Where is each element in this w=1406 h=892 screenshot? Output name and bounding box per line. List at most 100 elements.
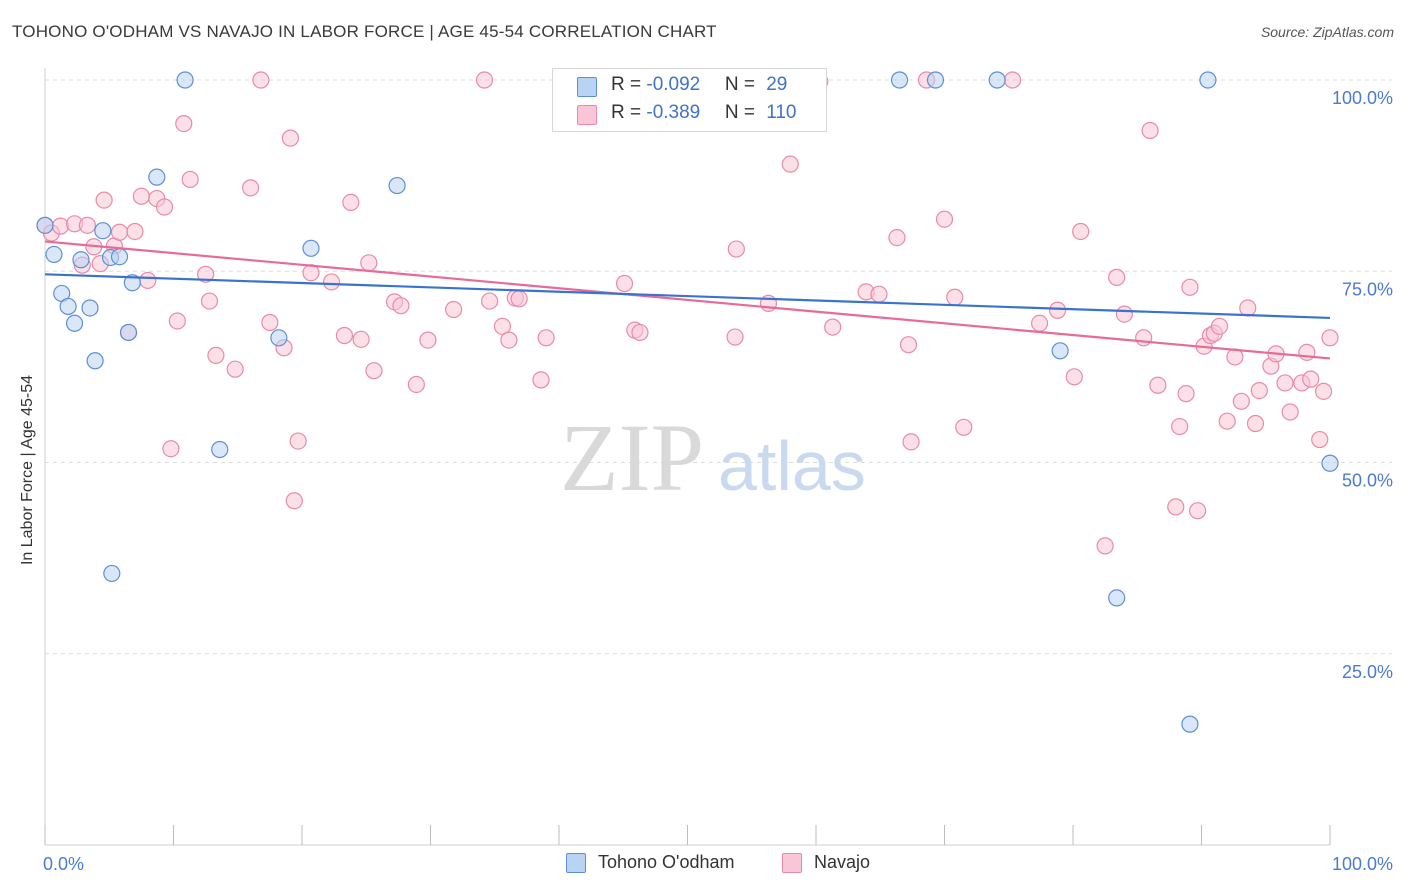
- x-tick-label: 0.0%: [43, 854, 84, 874]
- r-value: -0.092: [646, 74, 701, 95]
- navajo-point: [955, 418, 973, 436]
- navajo-point: [181, 170, 199, 189]
- n-label: N =: [724, 102, 761, 123]
- navajo-point: [95, 191, 113, 209]
- navajo-point: [51, 217, 70, 235]
- tohono-point: [211, 440, 229, 459]
- legend-label-navajo: Navajo: [814, 852, 871, 872]
- navajo-point: [1210, 317, 1229, 335]
- navajo-point: [510, 290, 528, 308]
- navajo-point: [139, 271, 157, 290]
- navajo-point: [445, 300, 463, 319]
- navajo-point: [727, 240, 745, 258]
- navajo-point: [252, 71, 270, 89]
- navajo-point: [162, 440, 180, 458]
- navajo-point: [242, 179, 260, 197]
- navajo-point: [335, 326, 354, 345]
- navajo-point: [537, 329, 555, 347]
- stats-row-tohono: R = -0.092 N = 29: [553, 72, 826, 100]
- navajo-point: [289, 432, 307, 450]
- watermark-zip: ZIP: [560, 404, 704, 511]
- source-label: Source: ZipAtlas.com: [1260, 24, 1394, 40]
- tohono-point: [94, 222, 112, 240]
- navajo-point: [360, 254, 378, 272]
- tohono-point: [119, 323, 138, 342]
- navajo-point: [126, 222, 144, 241]
- tohono-point: [1051, 342, 1069, 360]
- tohono-point: [270, 329, 288, 347]
- tohono-point: [45, 245, 63, 264]
- navajo-point: [1321, 329, 1339, 347]
- watermark: ZIP atlas: [560, 404, 866, 511]
- navajo-point: [935, 210, 954, 228]
- navajo-point: [352, 330, 370, 348]
- tohono-point: [65, 314, 84, 332]
- navajo-point: [493, 317, 512, 335]
- navajo-point: [365, 362, 383, 380]
- navajo-point: [200, 292, 219, 310]
- stats-row-navajo: R = -0.389 N = 110: [553, 100, 826, 128]
- navajo-point: [1181, 278, 1199, 296]
- navajo-point: [110, 223, 129, 241]
- watermark-atlas: atlas: [718, 427, 866, 505]
- tohono-point: [36, 216, 54, 234]
- navajo-point: [902, 433, 920, 451]
- navajo-point: [500, 331, 518, 349]
- navajo-point: [207, 346, 225, 364]
- navajo-point: [322, 273, 341, 291]
- tohono-point: [302, 239, 320, 257]
- navajo-point: [1030, 314, 1049, 332]
- navajo-point: [1177, 385, 1195, 403]
- navajo-point: [1141, 121, 1159, 140]
- tohono-point: [1108, 589, 1126, 607]
- navajo-point: [168, 312, 186, 330]
- navajo-point: [1171, 417, 1189, 436]
- navajo-legend-swatch: [782, 852, 802, 873]
- navajo-point: [481, 292, 499, 310]
- navajo-point: [1096, 537, 1114, 555]
- navajo-point: [197, 265, 215, 283]
- y-tick-label: 100.0%: [1332, 88, 1393, 108]
- navajo-point: [285, 492, 303, 510]
- tohono-point: [176, 71, 194, 89]
- navajo-point: [870, 285, 888, 303]
- navajo-point: [1232, 392, 1250, 410]
- navajo-point: [781, 155, 799, 173]
- navajo-point: [1167, 498, 1185, 516]
- n-value: 29: [766, 74, 788, 95]
- navajo-point: [392, 297, 410, 315]
- navajo-point: [1065, 368, 1083, 386]
- navajo-point: [888, 228, 906, 247]
- navajo-point: [824, 318, 842, 336]
- y-tick-label: 25.0%: [1342, 662, 1393, 682]
- navajo-point: [261, 313, 279, 332]
- navajo-point: [1189, 502, 1207, 520]
- navajo-point: [1048, 301, 1067, 319]
- navajo-point: [726, 328, 744, 346]
- navajo-point: [1276, 374, 1294, 392]
- navajo-point: [1250, 381, 1268, 400]
- navajo-point: [1004, 71, 1022, 89]
- tohono-point: [110, 248, 129, 266]
- legend-label-tohono: Tohono O'odham: [598, 852, 735, 872]
- tohono-point: [59, 297, 77, 316]
- navajo-point: [1281, 403, 1299, 421]
- navajo-swatch: [577, 105, 597, 125]
- navajo-point: [1311, 430, 1329, 449]
- navajo-point: [1115, 305, 1134, 323]
- navajo-point: [407, 375, 425, 394]
- navajo-point: [78, 216, 97, 234]
- navajo-point: [1246, 414, 1265, 433]
- tohono-point: [148, 168, 166, 186]
- tohono-point: [890, 71, 909, 89]
- tohono-point: [103, 564, 121, 583]
- navajo-point: [1302, 370, 1320, 388]
- navajo-point: [155, 198, 174, 216]
- chart-title: TOHONO O'ODHAM VS NAVAJO IN LABOR FORCE …: [12, 22, 717, 41]
- n-value: 110: [766, 102, 797, 123]
- navajo-point: [946, 288, 964, 306]
- navajo-point: [532, 371, 550, 389]
- navajo-point: [1108, 268, 1126, 286]
- tohono-point: [86, 352, 104, 370]
- legend-item-tohono: Tohono O'odham: [566, 852, 735, 873]
